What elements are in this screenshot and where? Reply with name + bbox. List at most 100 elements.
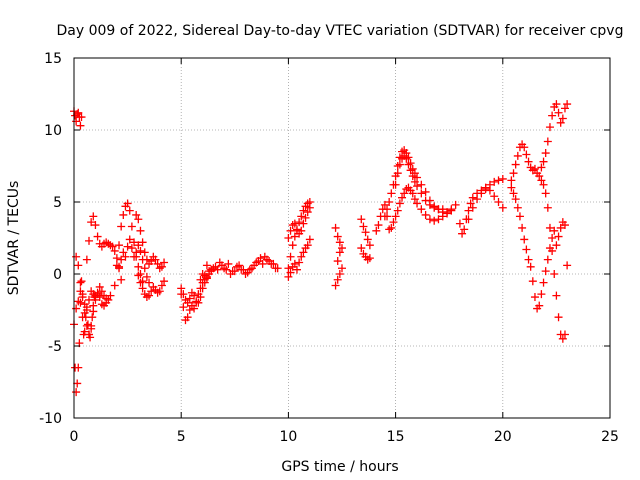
data-point	[552, 241, 561, 250]
data-point	[335, 248, 344, 257]
axis-ticks	[73, 57, 611, 419]
data-point	[125, 235, 134, 244]
data-point	[522, 150, 531, 159]
data-point	[136, 278, 145, 287]
data-point	[421, 187, 430, 196]
data-point	[425, 215, 434, 224]
series-cpvg-m	[198, 255, 280, 278]
data-point	[295, 258, 304, 267]
data-point	[301, 213, 310, 222]
y-tick-label: 15	[44, 51, 62, 67]
data-point	[526, 262, 535, 271]
series-cpvg-q	[331, 223, 346, 290]
data-point	[464, 206, 473, 215]
data-point	[402, 185, 411, 194]
data-point	[183, 298, 192, 307]
y-tick-label: 5	[53, 195, 62, 211]
data-point	[380, 200, 389, 209]
data-point	[468, 203, 477, 212]
data-point	[545, 123, 554, 132]
data-point	[110, 281, 119, 290]
tick-labels: 0 5 10 15 20 25 -10 -5 0 5 10 15	[39, 51, 619, 445]
data-point	[136, 226, 145, 235]
data-point	[140, 264, 149, 273]
data-point	[305, 203, 314, 212]
data-point	[560, 330, 569, 339]
data-point	[408, 172, 417, 181]
series-cpvg-e	[82, 212, 126, 284]
data-point	[383, 205, 392, 214]
data-point	[357, 244, 366, 253]
data-point	[72, 252, 81, 261]
data-point	[211, 262, 220, 271]
data-point	[363, 235, 372, 244]
data-point	[121, 252, 130, 261]
data-point	[299, 248, 308, 257]
data-point	[134, 262, 143, 271]
x-tick-label: 5	[177, 429, 186, 445]
data-point	[556, 118, 565, 127]
data-point	[125, 206, 134, 215]
data-point	[134, 271, 143, 280]
data-point	[142, 272, 151, 281]
data-point	[254, 257, 263, 266]
data-point	[513, 203, 522, 212]
data-point	[72, 304, 81, 313]
data-point	[132, 248, 141, 257]
data-point	[333, 232, 342, 241]
data-point	[335, 238, 344, 247]
data-point	[537, 290, 546, 299]
data-point	[117, 222, 126, 231]
data-point	[513, 151, 522, 160]
series-cpvg-f	[110, 199, 147, 290]
data-point	[509, 189, 518, 198]
data-point	[434, 215, 443, 224]
data-point	[190, 304, 199, 313]
data-point	[202, 261, 211, 270]
data-point	[72, 388, 81, 397]
data-point	[76, 298, 85, 307]
data-point	[417, 205, 426, 214]
data-point	[179, 303, 188, 312]
data-point	[115, 241, 124, 250]
data-point	[408, 189, 417, 198]
data-point	[554, 108, 563, 117]
data-point	[539, 278, 548, 287]
data-point	[262, 255, 271, 264]
data-point	[286, 268, 295, 277]
data-point	[290, 219, 299, 228]
data-point	[297, 226, 306, 235]
data-point	[73, 379, 82, 388]
data-point	[222, 265, 231, 274]
data-point	[136, 246, 145, 255]
data-point	[548, 234, 557, 242]
data-point	[393, 162, 402, 170]
data-point	[522, 245, 531, 254]
series-cpvg-l	[196, 252, 282, 284]
data-point	[127, 244, 136, 253]
data-point	[237, 265, 246, 274]
data-point	[192, 298, 201, 307]
data-point	[155, 287, 164, 296]
series-cpvg-r	[357, 200, 394, 264]
data-point	[410, 177, 419, 186]
data-point	[507, 183, 516, 192]
data-point	[398, 193, 407, 202]
data-point	[134, 215, 143, 224]
data-point	[117, 255, 126, 264]
data-points	[70, 100, 572, 397]
data-point	[155, 264, 164, 273]
data-point	[402, 154, 411, 163]
y-tick-label: -5	[48, 339, 62, 355]
data-point	[477, 189, 486, 198]
data-point	[528, 277, 537, 286]
data-point	[145, 291, 154, 300]
data-point	[473, 195, 482, 204]
data-point	[365, 254, 374, 263]
data-point	[82, 303, 91, 312]
data-point	[393, 206, 402, 215]
data-point	[393, 169, 402, 178]
data-point	[160, 277, 169, 286]
data-point	[558, 334, 567, 343]
data-point	[438, 205, 447, 214]
